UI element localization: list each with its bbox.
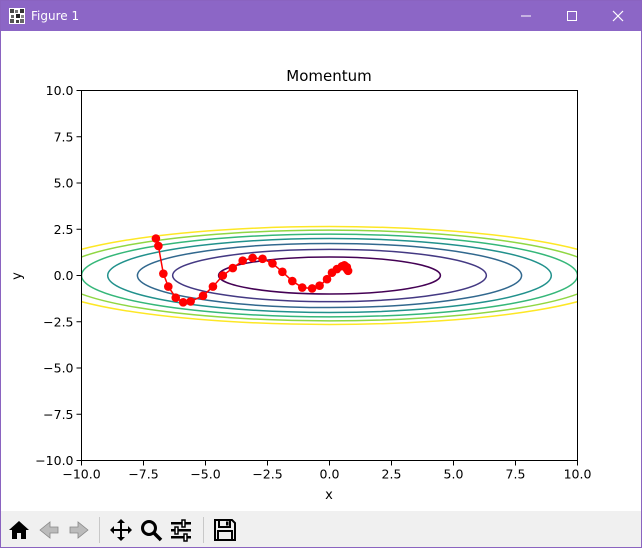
maximize-icon: [567, 11, 577, 21]
minimize-icon: [521, 15, 531, 17]
path-point: [208, 282, 218, 291]
x-tick-label: −10.0: [62, 467, 100, 482]
path-point: [238, 256, 247, 265]
x-axis-label: x: [325, 488, 333, 503]
title-bar[interactable]: Figure 1: [1, 1, 641, 31]
path-point: [164, 282, 173, 291]
y-tick-label: −10.0: [35, 453, 73, 468]
path-point: [307, 284, 317, 293]
y-tick-label: 5.0: [54, 176, 74, 191]
y-axis-label: y: [10, 272, 25, 280]
path-point: [154, 241, 163, 251]
move-arrows-icon: [110, 519, 132, 541]
pan-button[interactable]: [107, 516, 135, 544]
path-point: [288, 276, 297, 286]
y-axis-ticks: −10.0 −7.5 −5.0 −2.5 0.0 2.5 5.0 7.5 10.0: [35, 83, 82, 468]
x-tick-label: 5.0: [444, 467, 464, 482]
floppy-disk-icon: [214, 519, 236, 541]
path-point: [278, 267, 287, 277]
plot-svg: Momentum −10.0 −7.5 −5.0 −2.5 0.0 2.5 5.0 7.5 10…: [10, 67, 592, 503]
x-tick-label: 7.5: [506, 467, 526, 482]
figure-canvas[interactable]: Momentum −10.0 −7.5 −5.0 −2.5 0.0 2.5 5.0 7.5 10…: [1, 31, 641, 511]
path-point: [218, 271, 228, 280]
home-button[interactable]: [5, 516, 33, 544]
sliders-icon: [171, 519, 191, 542]
x-tick-label: −5.0: [190, 467, 220, 482]
x-tick-label: 10.0: [564, 467, 592, 482]
contour-level-3: [136, 242, 523, 309]
path-point: [171, 293, 181, 303]
zoom-button[interactable]: [137, 516, 165, 544]
magnifier-icon: [141, 520, 163, 542]
path-point: [268, 259, 277, 268]
path-point: [198, 291, 208, 301]
optimizer-path: [151, 234, 353, 307]
y-tick-label: 2.5: [54, 222, 74, 237]
path-point: [186, 297, 195, 306]
path-point: [297, 283, 307, 292]
minimize-button[interactable]: [503, 1, 549, 31]
contour-level-4: [106, 237, 553, 314]
path-point: [159, 269, 168, 278]
matplotlib-app-icon: [9, 8, 25, 24]
y-tick-label: −7.5: [43, 407, 73, 422]
path-point: [151, 234, 161, 243]
y-tick-label: 7.5: [54, 129, 74, 144]
path-point: [315, 281, 324, 290]
toolbar-separator: [203, 517, 204, 543]
navigation-toolbar: [1, 511, 641, 547]
x-tick-label: −7.5: [128, 467, 158, 482]
contour-lines: [81, 225, 578, 326]
contour-level-2: [171, 248, 488, 303]
path-point: [322, 274, 332, 284]
save-button[interactable]: [211, 516, 239, 544]
contour-level-5: [81, 233, 578, 318]
contour-level-6: [81, 229, 578, 322]
close-button[interactable]: [595, 1, 641, 31]
x-axis-ticks: −10.0 −7.5 −5.0 −2.5 0.0 2.5 5.0 7.5 10.0: [62, 460, 592, 482]
path-point: [248, 253, 257, 263]
x-tick-label: −2.5: [252, 467, 282, 482]
contour-level-7: [81, 225, 578, 326]
close-icon: [612, 10, 624, 22]
path-point: [258, 254, 267, 264]
forward-button[interactable]: [65, 516, 93, 544]
chart-title: Momentum: [286, 67, 371, 85]
path-point: [343, 266, 353, 276]
back-arrow-icon: [39, 521, 59, 539]
home-icon: [9, 521, 29, 539]
forward-arrow-icon: [69, 521, 89, 539]
toolbar-separator: [99, 517, 100, 543]
window-title: Figure 1: [31, 9, 80, 23]
configure-subplots-button[interactable]: [167, 516, 195, 544]
maximize-button[interactable]: [549, 1, 595, 31]
y-tick-label: 10.0: [46, 83, 74, 98]
x-tick-label: 0.0: [320, 467, 340, 482]
path-point: [178, 298, 188, 307]
y-tick-label: −2.5: [43, 314, 73, 329]
y-tick-label: −5.0: [43, 361, 73, 376]
back-button[interactable]: [35, 516, 63, 544]
path-point: [228, 263, 238, 273]
x-tick-label: 2.5: [382, 467, 402, 482]
y-tick-label: 0.0: [54, 268, 74, 283]
